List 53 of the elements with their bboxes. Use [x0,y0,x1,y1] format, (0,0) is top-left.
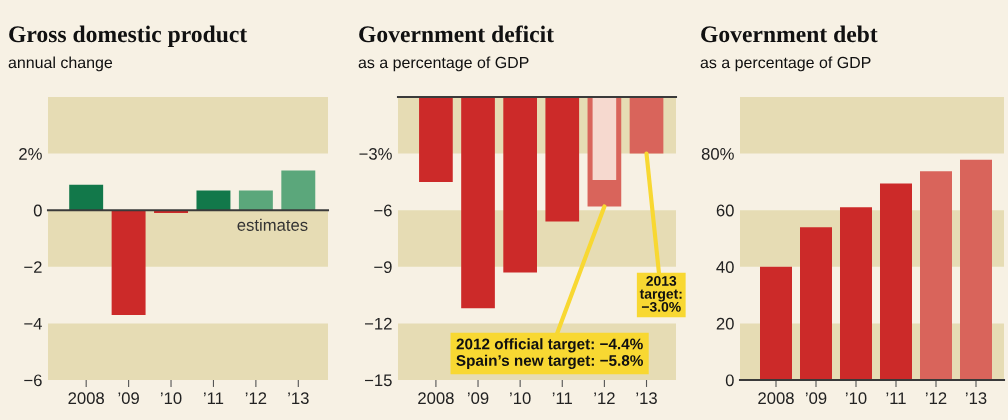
y-tick-label: −6 [374,204,392,217]
y-tick-label: −6 [24,374,42,387]
y-tick-label: −15 [365,374,392,387]
y-tick-label: 60 [716,204,734,217]
x-tick-label: 2008 [418,392,454,405]
chart-title: Government deficit [359,25,554,43]
bar [111,210,146,315]
bar [281,170,316,211]
x-tick-label: ’09 [805,392,827,405]
x-tick-label: ’10 [510,392,531,405]
bar [69,184,104,211]
x-tick-label: 2008 [758,392,794,405]
bar [840,207,872,380]
bar [196,190,231,211]
bar [800,227,832,380]
x-tick-label: ’10 [160,392,182,405]
annotation: 2013 target: −3.0% [639,276,682,312]
chart-subtitle: annual change [8,56,113,72]
y-tick-label: 20 [716,317,734,330]
y-tick-label: 0 [725,374,734,387]
x-tick-label: ’11 [886,392,906,404]
bar [960,159,992,380]
chart-subtitle: as a percentage of GDP [700,56,871,72]
x-tick-label: ’12 [594,392,615,404]
bar [238,190,273,211]
x-tick-label: ’12 [245,392,267,404]
chart-title: Gross domestic product [9,25,248,48]
bar [920,171,952,380]
annotation: estimates [237,218,308,231]
y-tick-label: −3% [359,148,392,160]
x-tick-label: ’13 [636,392,657,405]
x-tick-label: ’13 [965,392,987,405]
y-tick-label: 0 [33,204,42,217]
y-tick-label: 80% [701,148,734,160]
chart-subtitle: as a percentage of GDP [358,56,529,72]
y-tick-label: 2% [19,148,42,160]
annotation: 2012 official target: −4.4% Spain’s new target: −5.8% [456,338,643,369]
x-tick-label: ’10 [845,392,867,405]
x-tick-label: ’12 [925,392,947,404]
y-tick-label: −12 [365,317,392,330]
y-tick-label: 40 [716,261,734,273]
x-tick-label: ’09 [118,392,139,405]
x-tick-label: ’11 [203,392,224,404]
y-tick-label: −9 [374,261,392,273]
chart-title: Government debt [701,25,878,43]
bar [760,266,792,380]
y-tick-label: −4 [24,317,42,330]
bar [880,183,912,380]
y-tick-label: −2 [24,261,42,273]
x-tick-label: ’11 [552,392,572,404]
x-tick-label: ’13 [288,392,309,405]
x-tick-label: ’09 [467,392,489,405]
x-tick-label: 2008 [68,392,104,405]
